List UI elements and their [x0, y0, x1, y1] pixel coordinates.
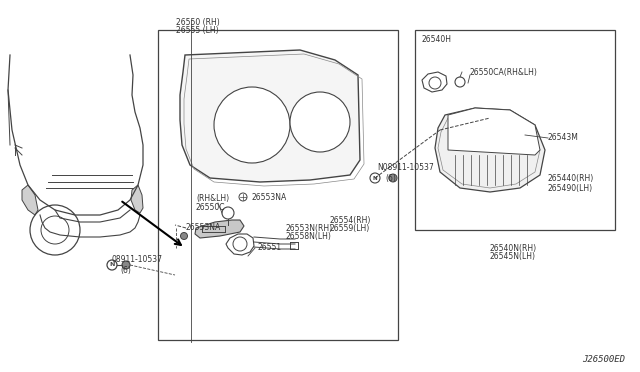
Polygon shape [435, 108, 545, 192]
Polygon shape [448, 108, 540, 155]
Text: 26550CA(RH&LH): 26550CA(RH&LH) [470, 67, 538, 77]
Text: 26540H: 26540H [422, 35, 452, 45]
Text: 265440(RH): 265440(RH) [548, 174, 595, 183]
Text: J26500ED: J26500ED [582, 355, 625, 364]
Text: 265490(LH): 265490(LH) [548, 185, 593, 193]
Polygon shape [195, 220, 244, 238]
Text: 26551: 26551 [257, 244, 281, 253]
Text: 26543M: 26543M [548, 134, 579, 142]
Text: 26540N(RH): 26540N(RH) [490, 244, 537, 253]
Polygon shape [131, 185, 143, 213]
Circle shape [222, 207, 234, 219]
Polygon shape [22, 185, 38, 215]
Text: N: N [109, 263, 115, 267]
Text: 26553N(RH): 26553N(RH) [285, 224, 332, 232]
Text: N08911-10537: N08911-10537 [377, 164, 434, 173]
Text: (6): (6) [385, 173, 396, 183]
Polygon shape [180, 50, 360, 182]
Text: 26559(LH): 26559(LH) [330, 224, 371, 232]
Text: 26553NA: 26553NA [186, 224, 221, 232]
Bar [158, 30, 398, 340]
Bar [415, 30, 615, 230]
Text: 26545N(LH): 26545N(LH) [490, 253, 536, 262]
Text: 26554(RH): 26554(RH) [330, 215, 371, 224]
Circle shape [389, 174, 397, 182]
Text: 26550 (RH): 26550 (RH) [176, 17, 220, 26]
Circle shape [239, 193, 247, 201]
Text: N: N [372, 176, 378, 180]
Circle shape [290, 92, 350, 152]
Text: (6): (6) [120, 266, 131, 276]
Circle shape [370, 173, 380, 183]
Circle shape [180, 232, 188, 240]
Circle shape [214, 87, 290, 163]
Circle shape [107, 260, 117, 270]
Text: 26550C: 26550C [196, 203, 225, 212]
Text: 08911-10537: 08911-10537 [112, 254, 163, 263]
Text: 26553NA: 26553NA [252, 192, 287, 202]
Text: 26558N(LH): 26558N(LH) [285, 231, 331, 241]
Circle shape [455, 77, 465, 87]
Text: 26555 (LH): 26555 (LH) [176, 26, 219, 35]
Text: (RH&LH): (RH&LH) [196, 193, 229, 202]
Circle shape [122, 261, 130, 269]
